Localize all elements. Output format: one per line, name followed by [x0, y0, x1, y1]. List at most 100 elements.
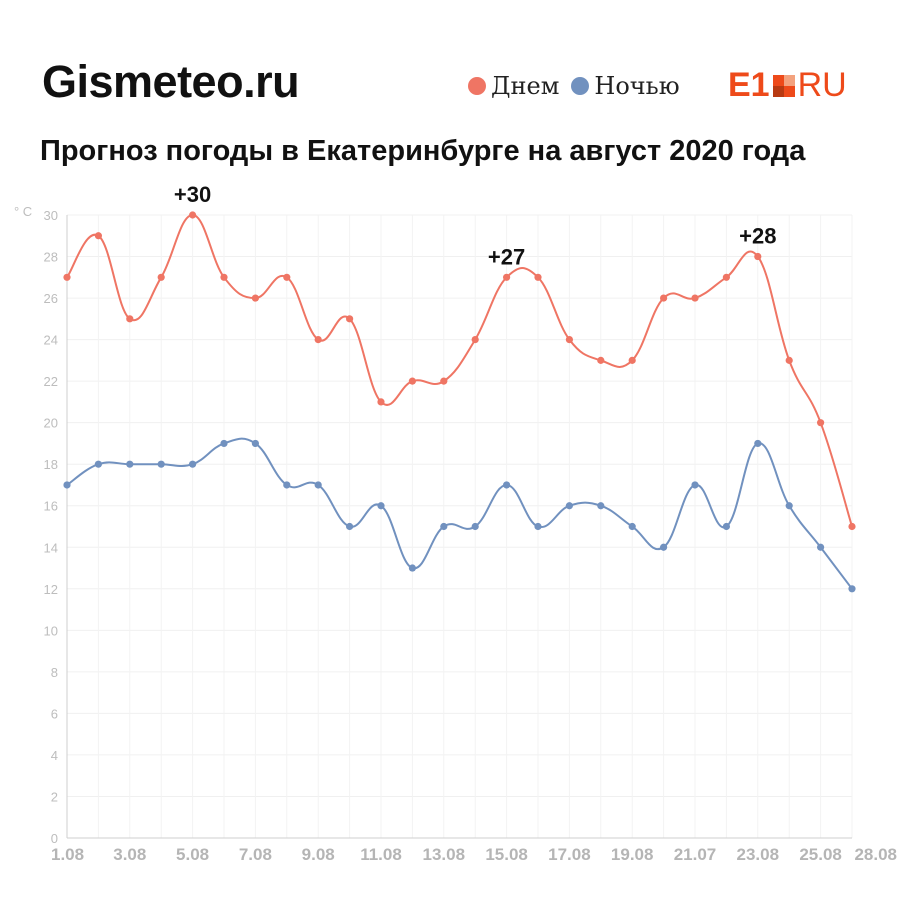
- data-point-night: [660, 543, 668, 551]
- x-tick-label: 15.08: [485, 845, 528, 864]
- x-tick-label: 7.08: [239, 845, 272, 864]
- chart-title: Прогноз погоды в Екатеринбурге на август…: [40, 135, 806, 167]
- data-point-day: [660, 294, 668, 302]
- data-point-day: [817, 419, 825, 427]
- data-point-day: [189, 211, 197, 219]
- data-point-night: [691, 481, 699, 489]
- x-tick-label: 3.08: [113, 845, 146, 864]
- data-point-day: [785, 356, 793, 364]
- data-point-night: [628, 522, 636, 531]
- data-point-night: [94, 460, 102, 468]
- site-brand-title: Gismeteo.ru: [42, 56, 300, 107]
- data-point-night: [220, 439, 228, 448]
- y-tick-label: 16: [44, 499, 58, 514]
- e1-logo: E1 RU: [728, 66, 847, 104]
- data-point-day: [722, 273, 731, 281]
- y-tick-label: 0: [51, 831, 58, 846]
- series-line-night: [66, 437, 853, 590]
- y-tick-label: 26: [44, 291, 58, 306]
- legend-item-night: Ночью: [571, 72, 680, 100]
- data-point-day: [283, 273, 291, 281]
- data-point-night: [157, 460, 165, 468]
- data-point-day: [691, 294, 699, 302]
- data-point-day: [848, 522, 856, 531]
- data-point-day: [157, 273, 165, 281]
- data-point-night: [63, 481, 71, 489]
- data-point-night: [848, 585, 856, 593]
- data-point-day: [628, 356, 636, 364]
- data-point-night: [754, 439, 762, 448]
- data-point-day: [377, 398, 385, 406]
- data-point-night: [189, 460, 197, 468]
- legend-day-label: Днем: [491, 72, 560, 100]
- x-tick-label: 23.08: [737, 845, 780, 864]
- y-tick-label: 24: [44, 333, 58, 348]
- y-tick-label: 28: [44, 250, 58, 265]
- data-point-day: [503, 273, 511, 281]
- x-tick-label: 25.08: [799, 845, 842, 864]
- data-point-night: [346, 522, 354, 531]
- y-tick-label: 8: [51, 665, 58, 680]
- y-axis-label: ° C: [14, 204, 32, 219]
- y-tick-label: 30: [44, 208, 58, 223]
- x-tick-label: 19.08: [611, 845, 654, 864]
- x-tick-label: 28.08: [854, 845, 897, 864]
- data-point-day: [251, 294, 259, 302]
- y-tick-label: 20: [44, 416, 58, 431]
- series-line-day: [66, 213, 853, 527]
- data-point-day: [565, 336, 574, 344]
- data-point-day: [440, 377, 448, 385]
- data-point-night: [534, 522, 542, 531]
- x-tick-label: 21.07: [674, 845, 717, 864]
- e1-logo-square-icon: [772, 74, 795, 97]
- max-annotation: +27: [488, 244, 525, 269]
- x-tick-label: 13.08: [423, 845, 466, 864]
- max-annotation: +30: [174, 182, 211, 207]
- data-point-day: [754, 252, 762, 261]
- data-point-day: [63, 273, 71, 281]
- data-point-day: [126, 315, 134, 323]
- legend-night-dot-icon: [571, 77, 590, 95]
- data-point-night: [565, 502, 574, 510]
- data-point-day: [534, 273, 542, 281]
- legend-night-label: Ночью: [594, 72, 680, 100]
- legend-item-day: Днем: [468, 72, 559, 100]
- y-tick-label: 4: [51, 748, 58, 763]
- data-point-night: [408, 564, 416, 572]
- data-point-day: [94, 232, 102, 240]
- data-point-day: [346, 315, 354, 323]
- y-tick-label: 2: [51, 789, 58, 804]
- data-point-night: [785, 502, 793, 510]
- x-tick-label: 5.08: [176, 845, 209, 864]
- data-point-day: [220, 273, 228, 281]
- y-tick-label: 18: [44, 457, 58, 472]
- max-annotation: +28: [739, 224, 776, 249]
- data-point-night: [126, 460, 134, 468]
- y-tick-label: 22: [44, 374, 58, 389]
- y-tick-label: 12: [44, 582, 58, 597]
- data-point-night: [597, 502, 605, 510]
- x-tick-label: 17.08: [548, 845, 591, 864]
- data-point-night: [440, 522, 448, 531]
- data-point-night: [283, 481, 291, 489]
- legend-day-dot-icon: [468, 77, 486, 95]
- y-tick-label: 10: [44, 623, 58, 638]
- data-point-night: [251, 439, 259, 448]
- y-tick-label: 6: [51, 706, 58, 721]
- x-tick-label: 11.08: [360, 845, 402, 864]
- data-point-night: [503, 481, 511, 489]
- y-tick-label: 14: [44, 540, 58, 555]
- data-point-night: [722, 522, 731, 531]
- data-point-night: [377, 502, 385, 510]
- x-tick-label: 1.08: [51, 845, 84, 864]
- data-point-night: [314, 481, 322, 489]
- data-point-day: [597, 356, 605, 364]
- data-point-night: [817, 543, 825, 551]
- data-point-day: [471, 336, 479, 344]
- x-tick-label: 9.08: [302, 845, 335, 864]
- data-point-night: [471, 522, 479, 531]
- chart-legend: Днем Ночью: [468, 72, 692, 100]
- data-point-day: [408, 377, 416, 385]
- data-point-day: [314, 336, 322, 344]
